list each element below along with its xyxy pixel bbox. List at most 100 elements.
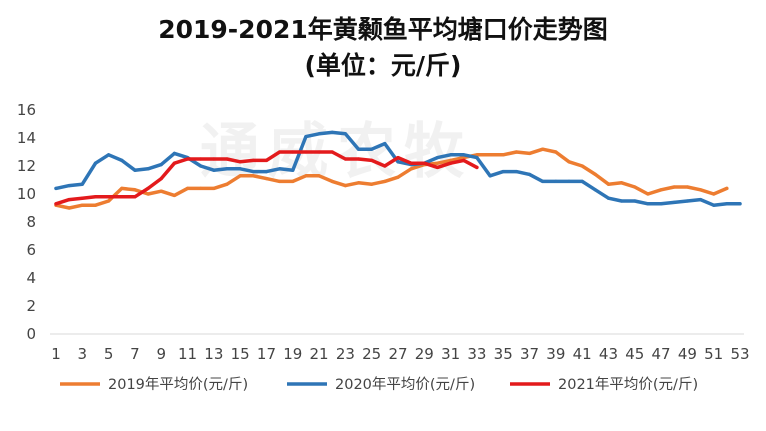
x-tick-label: 23 <box>336 345 355 363</box>
series-1-point <box>212 186 216 190</box>
series-3-point <box>475 165 479 169</box>
series-2-point <box>54 186 58 190</box>
series-3-point <box>199 157 203 161</box>
series-1-point <box>278 179 282 183</box>
series-1-point <box>370 182 374 186</box>
x-tick-label: 33 <box>467 345 486 363</box>
series-3-point <box>225 157 229 161</box>
series-1-point <box>685 185 689 189</box>
y-tick-label: 14 <box>17 129 36 147</box>
series-1-point <box>80 203 84 207</box>
series-2-point <box>396 160 400 164</box>
series-1-point <box>488 153 492 157</box>
series-2-point <box>593 188 597 192</box>
series-2-point <box>317 132 321 136</box>
y-tick-label: 8 <box>26 213 36 231</box>
series-1-point <box>291 179 295 183</box>
y-tick-label: 6 <box>26 241 36 259</box>
x-tick-label: 3 <box>78 345 88 363</box>
x-tick-label: 35 <box>494 345 513 363</box>
series-3-point <box>159 177 163 181</box>
series-1-point <box>409 167 413 171</box>
series-2-point <box>698 198 703 202</box>
y-tick-label: 4 <box>26 269 36 287</box>
series-2-point <box>278 167 282 171</box>
series-3-point <box>238 160 242 164</box>
series-1-point <box>449 158 453 162</box>
series-1-point <box>725 186 729 190</box>
series-2-point <box>567 179 571 183</box>
series-3-point <box>133 195 137 199</box>
series-3-point <box>370 158 374 162</box>
series-3-point <box>343 157 347 161</box>
series-2-point <box>172 151 176 155</box>
x-tick-label: 19 <box>283 345 302 363</box>
series-3-point <box>409 161 413 165</box>
x-tick-label: 37 <box>520 345 539 363</box>
series-2-point <box>212 168 216 172</box>
y-tick-label: 16 <box>17 101 36 119</box>
series-1-point <box>304 174 308 178</box>
y-tick-label: 10 <box>17 185 36 203</box>
series-3-point <box>54 202 58 206</box>
series-1-point <box>541 147 545 151</box>
series-2-point <box>606 196 611 200</box>
series-2-point <box>685 199 689 203</box>
series-2-point <box>264 170 269 174</box>
series-3-point <box>120 195 124 199</box>
series-3-point <box>317 150 321 154</box>
series-1-point <box>633 185 637 189</box>
series-2-point <box>356 147 361 151</box>
x-tick-label: 51 <box>704 345 723 363</box>
series-1-point <box>343 184 347 188</box>
series-2-point <box>475 156 479 160</box>
x-tick-label: 53 <box>730 345 749 363</box>
series-3-point <box>435 165 440 169</box>
series-3-point <box>291 150 295 154</box>
series-2-point <box>501 170 505 174</box>
x-tick-label: 9 <box>156 345 166 363</box>
series-1-point <box>172 193 176 197</box>
series-1-point <box>593 172 597 176</box>
series-2-point <box>304 135 308 139</box>
series-2-point <box>580 179 584 183</box>
series-1-point <box>133 188 137 192</box>
series-1-point <box>120 186 124 190</box>
x-tick-label: 17 <box>257 345 276 363</box>
x-tick-label: 1 <box>51 345 61 363</box>
series-2-point <box>462 153 466 157</box>
x-tick-label: 31 <box>441 345 460 363</box>
series-2-point <box>659 202 663 206</box>
series-2-point <box>93 161 98 165</box>
series-1-point <box>646 192 650 196</box>
series-3-point <box>251 158 255 162</box>
series-2-point <box>554 179 558 183</box>
series-2-point <box>435 156 440 160</box>
x-tick-label: 7 <box>130 345 140 363</box>
legend-label-3: 2021年平均价(元/斤) <box>558 376 698 393</box>
series-2-point <box>133 168 137 172</box>
x-tick-label: 15 <box>231 345 250 363</box>
series-1-point <box>672 185 676 189</box>
series-2-point <box>541 179 545 183</box>
series-3-point <box>278 150 282 154</box>
series-1-point <box>462 156 466 160</box>
series-2-point <box>159 163 163 167</box>
series-2-point <box>672 200 676 204</box>
chart-legend: 2019年平均价(元/斤) 2020年平均价(元/斤) 2021年平均价(元/斤) <box>60 376 698 393</box>
legend-label-1: 2019年平均价(元/斤) <box>108 376 248 393</box>
series-1-point <box>67 206 71 210</box>
y-tick-label: 2 <box>26 297 36 315</box>
series-1-point <box>159 189 163 193</box>
series-2-point <box>238 167 242 171</box>
series-3-point <box>146 186 150 190</box>
series-3-point <box>462 158 466 162</box>
x-tick-label: 41 <box>573 345 592 363</box>
x-tick-label: 49 <box>678 345 697 363</box>
series-3-point <box>93 195 98 199</box>
x-tick-label: 25 <box>362 345 381 363</box>
series-1-point <box>475 153 479 157</box>
series-3-point <box>383 164 387 168</box>
